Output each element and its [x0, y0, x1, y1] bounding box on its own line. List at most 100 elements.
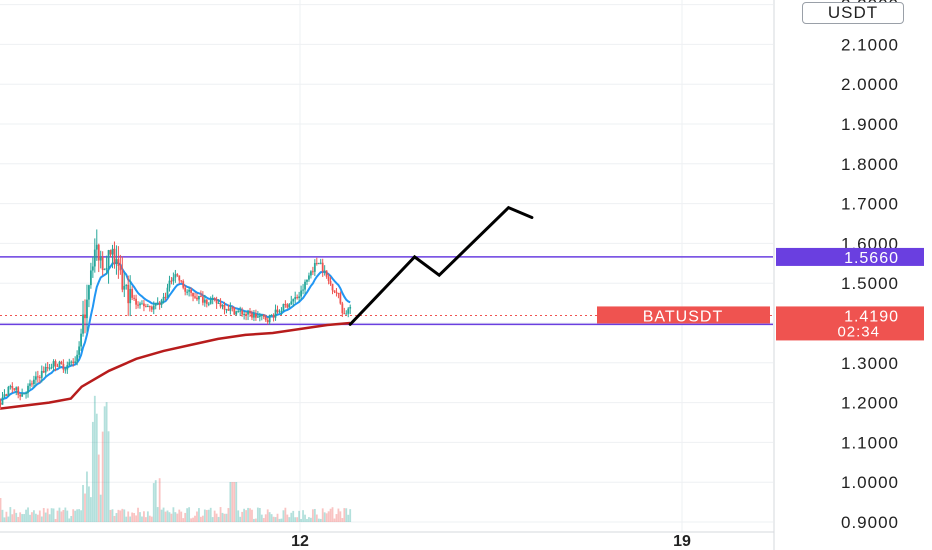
candle-body	[233, 307, 236, 315]
volume-bar	[66, 510, 69, 522]
volume-bar	[335, 514, 338, 522]
volume-bar	[95, 413, 98, 522]
volume-bar	[68, 518, 71, 522]
volume-bar	[329, 508, 332, 522]
volume-bar	[178, 509, 181, 522]
y-tick-label: 1.0000	[841, 473, 899, 492]
volume-bar	[156, 507, 159, 522]
volume-bar	[121, 508, 124, 522]
candle-body	[245, 314, 247, 316]
candle-body	[235, 311, 238, 315]
candle-body	[325, 270, 328, 277]
volume-bar	[168, 512, 171, 522]
volume-bar	[284, 507, 287, 522]
volume-bar	[17, 516, 20, 522]
candle-body	[46, 367, 49, 369]
volume-bar	[294, 517, 297, 522]
volume-bar	[296, 517, 299, 522]
last-price-label: 1.4190	[844, 308, 899, 325]
candle-body	[274, 309, 277, 318]
volume-bar	[105, 402, 108, 522]
volume-bar	[113, 515, 116, 522]
volume-bar	[310, 517, 312, 522]
candle-body	[205, 299, 208, 304]
volume-bar	[276, 513, 279, 522]
y-tick-label: 1.2000	[841, 394, 899, 413]
candle-body	[321, 262, 324, 272]
candle-body	[349, 306, 352, 309]
last-price-tag	[776, 306, 924, 341]
candle-body	[264, 316, 267, 321]
candle-body	[125, 284, 128, 286]
volume-bar	[1, 509, 4, 522]
volume-bar	[89, 497, 92, 522]
volume-bar	[182, 518, 185, 522]
candle-body	[17, 387, 20, 395]
volume-bar	[347, 514, 350, 522]
candle-body	[0, 402, 2, 405]
candle-body	[115, 259, 118, 264]
volume-bar	[127, 511, 130, 522]
volume-bar	[343, 508, 346, 522]
volume-bar	[133, 513, 136, 522]
candle-body	[129, 288, 132, 304]
candle-body	[188, 289, 191, 292]
volume-bar	[325, 513, 328, 522]
candle-body	[154, 303, 157, 306]
volume-bar	[172, 507, 175, 522]
volume-bar	[144, 517, 147, 522]
candle-body	[107, 250, 110, 268]
volume-bar	[313, 508, 316, 522]
candle-body	[117, 259, 120, 266]
volume-bar	[58, 507, 61, 522]
candle-body	[243, 314, 246, 316]
candle-body	[68, 362, 71, 366]
candle-body	[180, 280, 183, 282]
candle-body	[19, 394, 22, 397]
projection-path	[348, 205, 534, 326]
volume-bar	[166, 510, 169, 522]
candle-body	[25, 392, 27, 394]
volume-bar	[266, 509, 269, 522]
candle-body	[319, 262, 322, 264]
x-tick-label: 12	[291, 533, 309, 550]
time-axis[interactable]: 12 19	[291, 533, 691, 550]
volume-bar	[280, 518, 283, 522]
volume-bar	[298, 510, 301, 522]
candle-body	[201, 296, 204, 303]
candle-body	[327, 276, 330, 281]
candle-body	[339, 293, 342, 304]
candle-body	[251, 313, 253, 318]
y-tick-label: 1.3000	[841, 354, 899, 373]
currency-selector[interactable]: USDT	[802, 2, 904, 24]
volume-bar	[158, 478, 161, 522]
volume-bar	[80, 510, 82, 522]
candle-body	[345, 313, 348, 315]
volume-bar	[194, 515, 196, 522]
volume-bar	[107, 431, 110, 522]
candle-body	[97, 244, 100, 261]
x-tick-label: 19	[673, 533, 691, 550]
volume-bar	[74, 510, 77, 522]
candle-body	[203, 299, 206, 303]
y-tick-label: 1.8000	[841, 155, 899, 174]
candle-body	[306, 279, 308, 282]
volume-bars	[0, 395, 352, 522]
candle-body	[93, 249, 96, 267]
volume-bar	[5, 511, 8, 522]
candle-body	[3, 394, 6, 398]
candle-body	[209, 300, 212, 304]
candle-body	[286, 304, 289, 308]
volume-bar	[231, 482, 234, 522]
volume-bar	[86, 471, 88, 522]
y-tick-label: 1.7000	[841, 195, 899, 214]
volume-bar	[154, 480, 157, 522]
volume-bar	[268, 512, 271, 522]
candle-body	[296, 297, 299, 299]
volume-bar	[264, 514, 267, 522]
volume-bar	[0, 498, 2, 522]
volume-bar	[251, 509, 253, 522]
candle-body	[260, 314, 263, 317]
